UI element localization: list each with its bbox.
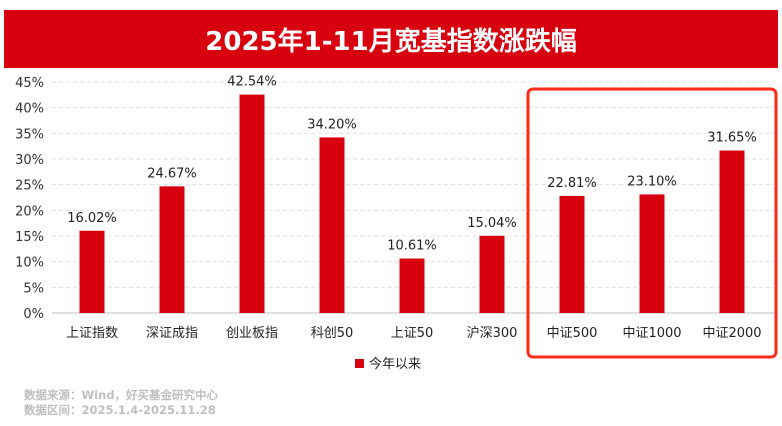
data-label: 22.81%	[547, 176, 597, 191]
data-label: 10.61%	[387, 239, 437, 254]
y-tick-label: 25%	[15, 179, 44, 194]
data-label: 34.20%	[307, 117, 357, 132]
y-tick-label: 10%	[15, 256, 44, 271]
data-label: 42.54%	[227, 75, 277, 90]
bar	[319, 137, 345, 313]
source-note: 数据来源：Wind，好买基金研究中心 数据区间：2025.1.4-2025.11…	[24, 388, 218, 418]
x-tick-label: 沪深300	[467, 325, 518, 341]
data-source: 数据来源：Wind，好买基金研究中心	[24, 388, 219, 402]
bar	[79, 230, 105, 313]
data-label: 24.67%	[147, 166, 197, 181]
bar	[159, 186, 185, 313]
y-tick-label: 20%	[15, 204, 44, 219]
bar	[639, 194, 665, 313]
x-tick-label: 上证指数	[66, 326, 118, 341]
y-tick-label: 40%	[15, 102, 44, 117]
chart-title: 2025年1-11月宽基指数涨跌幅	[4, 10, 778, 68]
x-tick-label: 上证50	[391, 326, 434, 341]
y-tick-label: 30%	[15, 153, 44, 168]
bar	[479, 235, 505, 313]
y-tick-label: 35%	[15, 127, 44, 142]
y-tick-label: 15%	[15, 230, 44, 245]
legend-label: 今年以来	[369, 356, 421, 372]
x-tick-label: 中证500	[547, 326, 598, 341]
x-tick-label: 中证2000	[702, 326, 761, 341]
legend-swatch	[355, 359, 364, 368]
bar	[399, 258, 425, 313]
x-tick-label: 科创50	[311, 326, 354, 341]
bar	[719, 150, 745, 313]
highlight-box	[526, 87, 778, 359]
x-tick-label: 深证成指	[146, 326, 198, 341]
data-label: 16.02%	[67, 211, 117, 226]
x-tick-label: 中证1000	[622, 326, 681, 341]
bar	[559, 195, 585, 313]
x-tick-label: 创业板指	[226, 326, 278, 341]
bar	[239, 94, 265, 314]
y-tick-label: 45%	[15, 76, 44, 91]
data-label: 15.04%	[467, 216, 517, 231]
y-tick-label: 5%	[23, 281, 44, 296]
data-period: 数据区间：2025.1.4-2025.11.28	[24, 403, 216, 417]
data-label: 31.65%	[707, 131, 757, 146]
data-label: 23.10%	[627, 174, 677, 189]
y-tick-label: 0%	[23, 307, 44, 322]
